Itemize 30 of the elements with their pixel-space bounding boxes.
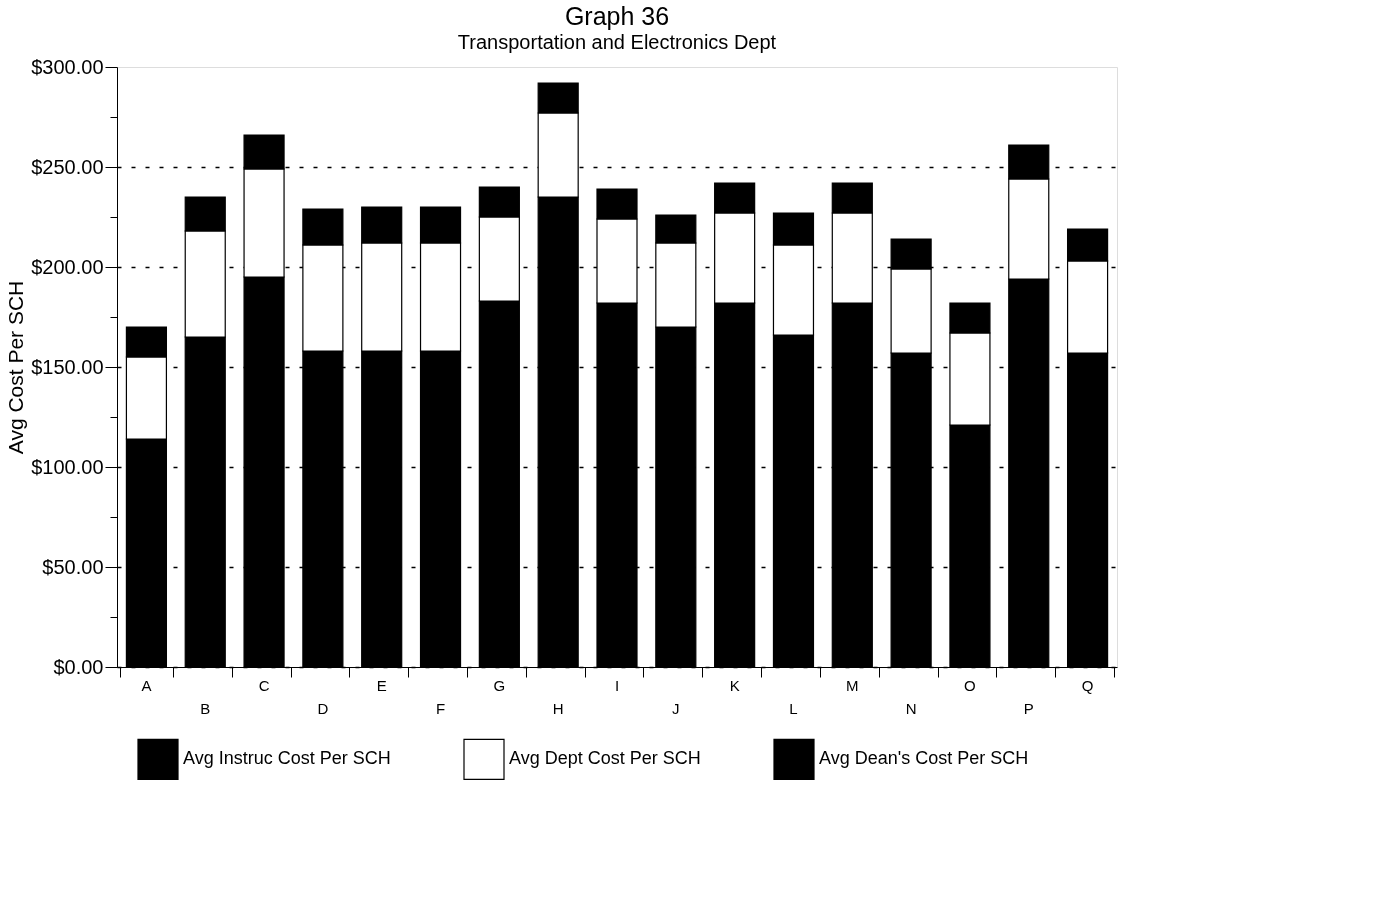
x-tick-label: Q <box>1081 677 1094 694</box>
x-tick-label: N <box>905 700 917 717</box>
chart-title: Graph 36 <box>564 2 670 30</box>
y-tick-label: $250.00 <box>31 155 104 178</box>
legend-label: Avg Dean's Cost Per SCH <box>819 748 1029 769</box>
y-tick-label: $50.00 <box>42 555 104 578</box>
x-tick-label: O <box>964 677 976 694</box>
y-axis-title: Avg Cost Per SCH <box>4 280 28 455</box>
x-tick-label: D <box>317 700 329 717</box>
x-tick-label: F <box>435 700 446 717</box>
y-tick-label: $150.00 <box>31 355 104 378</box>
x-tick-label: M <box>846 677 859 694</box>
y-tick-label: $300.00 <box>31 55 104 78</box>
x-tick-label: C <box>258 677 270 694</box>
chart-subtitle: Transportation and Electronics Dept <box>457 31 777 53</box>
x-tick-label: L <box>789 700 798 717</box>
y-tick-label: $0.00 <box>53 655 104 678</box>
x-tick-label: G <box>493 677 506 694</box>
x-tick-label: J <box>672 700 680 717</box>
legend-label: Avg Instruc Cost Per SCH <box>183 748 391 769</box>
y-tick-label: $200.00 <box>31 255 104 278</box>
x-tick-label: I <box>614 677 620 694</box>
x-tick-label: A <box>141 677 152 694</box>
y-tick-label: $100.00 <box>31 455 104 478</box>
legend-label: Avg Dept Cost Per SCH <box>509 748 701 769</box>
x-tick-label: K <box>729 677 740 694</box>
x-tick-label: P <box>1023 700 1034 717</box>
x-tick-label: H <box>552 700 564 717</box>
x-tick-label: E <box>376 677 387 694</box>
x-tick-label: B <box>200 700 211 717</box>
